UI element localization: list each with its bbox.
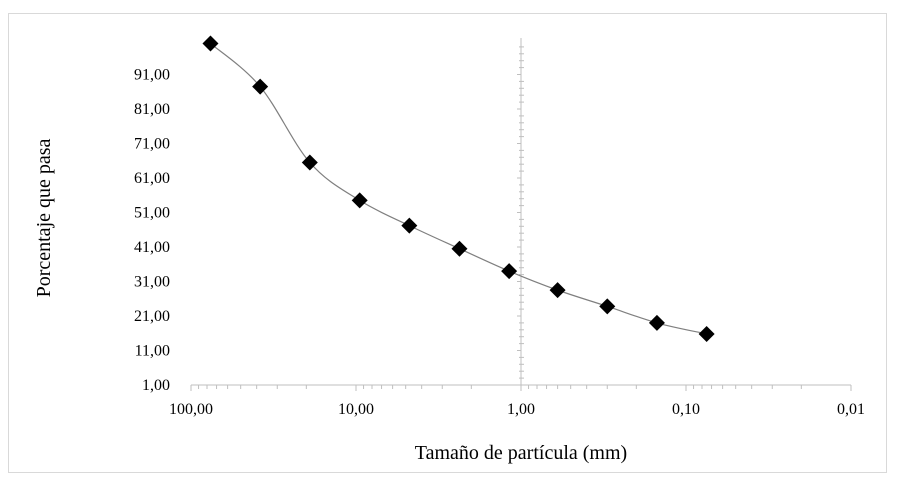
- x-tick-label: 100,00: [169, 401, 213, 418]
- data-point-marker: [301, 154, 318, 171]
- y-tick-label: 61,00: [134, 170, 170, 187]
- series-line: [210, 42, 707, 335]
- data-point-marker: [401, 217, 418, 234]
- y-tick-label: 21,00: [134, 308, 170, 325]
- y-tick-label: 11,00: [135, 343, 170, 360]
- data-point-marker: [501, 263, 518, 280]
- x-tick-label: 10,00: [338, 401, 374, 418]
- y-tick-label: 71,00: [134, 136, 170, 153]
- data-point-marker: [351, 192, 368, 209]
- data-point-marker: [599, 298, 616, 315]
- data-point-marker: [648, 314, 665, 331]
- data-point-marker: [451, 240, 468, 257]
- tick-labels: 100,00 10,00 1,00 0,10 0,01 1,00 11,00 21,00 31,…: [134, 67, 865, 419]
- y-tick-label: 31,00: [134, 274, 170, 291]
- y-tick-label: 1,00: [142, 377, 170, 394]
- y-axis-title: Porcentaje que pasa: [33, 138, 55, 297]
- axes: [191, 38, 851, 386]
- y-tick-label: 51,00: [134, 205, 170, 222]
- y-tick-label: 41,00: [134, 239, 170, 256]
- series-layer: [202, 35, 715, 342]
- x-tick-label: 0,01: [837, 401, 865, 418]
- x-tick-label: 1,00: [507, 401, 535, 418]
- y-tick-label: 91,00: [134, 67, 170, 84]
- tick-marks: [190, 46, 852, 391]
- y-tick-label: 81,00: [134, 101, 170, 118]
- data-point-marker: [202, 35, 219, 52]
- data-point-marker: [698, 325, 715, 342]
- data-point-marker: [549, 282, 566, 299]
- x-axis-title: Tamaño de partícula (mm): [415, 442, 627, 464]
- data-point-marker: [252, 78, 269, 95]
- x-tick-label: 0,10: [672, 401, 700, 418]
